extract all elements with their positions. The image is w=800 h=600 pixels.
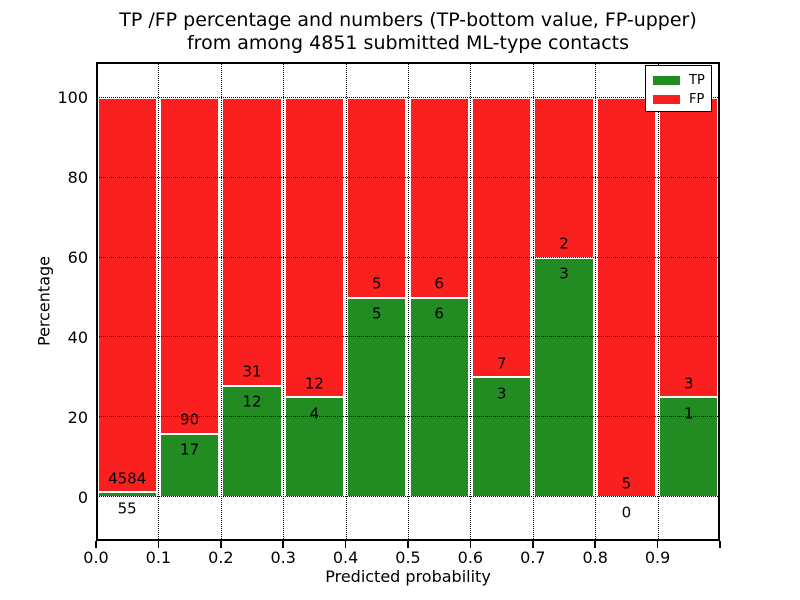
bar-segment-fp [659,97,719,398]
y-axis-label: Percentage [34,255,54,347]
x-tick-mark [594,541,596,548]
y-tick-label: 40 [67,327,88,347]
legend-swatch-fp [653,95,680,104]
legend-label: FP [689,92,705,107]
vertical-gridline [283,62,285,541]
y-tick-label: 20 [67,407,88,427]
chart-title-block: TP /FP percentage and numbers (TP-bottom… [96,9,720,55]
x-tick-label: 0.8 [582,548,608,567]
x-tick-label: 0.6 [457,548,484,567]
vertical-gridline [595,62,597,541]
x-tick-label: 0.4 [332,548,359,567]
fp-count-label: 12 [304,374,324,393]
tp-count-label: 1 [684,404,694,423]
x-tick-label: 0.5 [395,548,421,567]
fp-count-label: 2 [559,234,569,253]
x-tick-label: 0.7 [520,548,546,567]
chart-title-line2: from among 4851 submitted ML-type contac… [186,32,630,54]
fp-count-label: 3 [684,374,694,393]
vertical-gridline [408,62,409,541]
y-tick-label: 60 [67,248,88,268]
tp-count-label: 0 [621,503,632,522]
x-tick-label: 0.2 [208,548,234,567]
bar-segment-fp [471,97,532,378]
x-tick-label: 0.9 [644,548,671,567]
horizontal-gridline [96,336,720,338]
bar-segment-tp [534,257,594,498]
legend-entry: FP [653,90,711,109]
vertical-gridline [158,62,160,541]
bar-segment-tp [159,433,220,498]
vertical-gridline [532,62,534,541]
horizontal-gridline [96,176,720,178]
horizontal-gridline [96,256,720,258]
bar-segment-tp [347,297,407,498]
x-tick-mark [719,541,721,548]
fp-count-label: 5 [372,274,382,293]
bar-segment-fp [159,97,220,434]
bar-segment-fp [97,97,157,493]
bar-segment-fp [222,97,282,386]
x-tick-mark [282,541,284,548]
vertical-gridline [657,62,659,541]
bar-segment-tp [284,397,345,498]
bar-segment-fp [347,97,407,298]
vertical-gridline [220,62,222,541]
horizontal-gridline [96,96,720,98]
chart-title-line1: TP /FP percentage and numbers (TP-bottom… [119,9,697,31]
y-tick-label: 0 [77,487,88,507]
bar-segment-fp [409,97,469,298]
fp-count-label: 5 [621,474,632,493]
tp-count-label: 3 [559,264,569,283]
x-tick-label: 0.1 [145,548,172,567]
x-axis-label: Predicted probability [325,567,491,586]
tp-count-label: 3 [496,384,507,403]
tp-count-label: 5 [372,304,382,323]
y-tick-label: 100 [57,88,88,108]
tp-count-label: 17 [180,440,200,459]
tp-count-label: 6 [434,304,444,323]
x-tick-mark [407,541,409,548]
tp-count-label: 4 [309,404,320,423]
fp-count-label: 7 [496,354,507,373]
y-tick-label: 80 [67,168,88,188]
bar-segment-fp [284,97,345,398]
tp-count-label: 55 [117,499,137,518]
fp-count-label: 90 [180,410,200,429]
bar-segment-tp [409,297,469,498]
vertical-gridline [470,62,472,541]
fp-count-label: 31 [242,362,262,381]
bar-segment-fp [596,97,657,498]
horizontal-gridline [96,496,720,498]
x-tick-mark [656,541,659,548]
plot-area: TP FP 4584 55 90 17 31 12 12 4 5 5 6 6 7 3 2 3 5 0 3 1 [96,62,720,541]
x-tick-label: 0.0 [83,548,109,567]
legend: TP FP [645,65,712,112]
x-tick-mark [344,541,347,548]
x-tick-mark [220,541,222,548]
fp-count-label: 6 [434,274,444,293]
x-tick-mark [532,541,534,548]
tp-count-label: 12 [242,392,262,411]
x-tick-mark [469,541,472,548]
x-tick-label: 0.3 [270,548,296,567]
fp-count-label: 4584 [108,469,147,488]
legend-entry: TP [653,71,711,90]
x-tick-mark [95,541,97,548]
vertical-gridline [345,62,347,541]
bar-segment-tp [222,385,282,498]
legend-swatch-tp [653,76,680,85]
legend-label: TP [689,73,705,88]
x-tick-mark [157,541,160,548]
horizontal-gridline [96,416,720,418]
